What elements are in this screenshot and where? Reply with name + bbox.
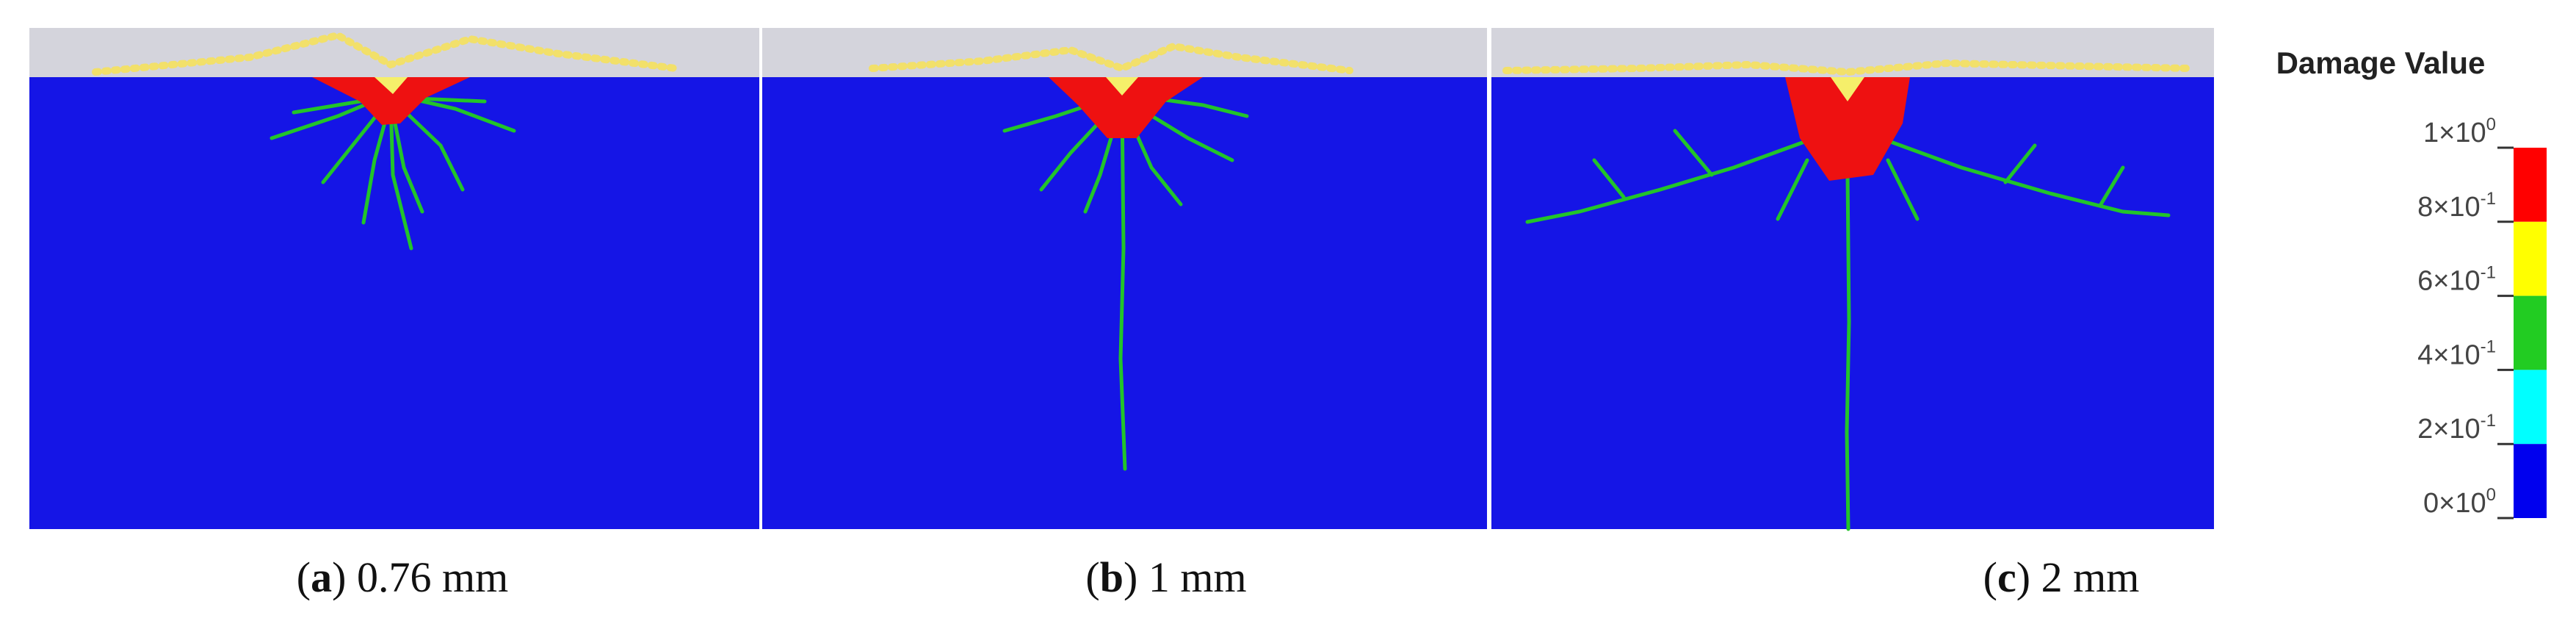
caption-a: (a) 0.76 mm — [297, 553, 508, 601]
caption-text: 1 mm — [1148, 553, 1247, 601]
tick-exponent: 0 — [2486, 485, 2496, 505]
panel-c-image — [1491, 28, 2214, 531]
cracks — [1525, 129, 2171, 531]
tick-exponent: -1 — [2481, 337, 2496, 356]
indenter-tip — [1831, 77, 1864, 101]
panel-label: a — [311, 553, 332, 601]
cracks — [269, 92, 516, 251]
tick-exponent: 0 — [2486, 115, 2496, 134]
panel-b-image — [762, 28, 1487, 529]
tick-exponent: -1 — [2481, 189, 2496, 209]
caption-part: ( — [1085, 553, 1099, 601]
caption-text: 0.76 mm — [357, 553, 508, 601]
tick-base: 0×10 — [2423, 488, 2486, 519]
tick-base: 1×10 — [2423, 118, 2486, 148]
tick-base: 6×10 — [2417, 266, 2481, 297]
colorbar-segment — [2514, 444, 2547, 518]
tick-exponent: -1 — [2481, 411, 2496, 431]
debris — [1502, 59, 2193, 76]
indenter-tip — [375, 77, 408, 94]
tick-base: 8×10 — [2417, 192, 2481, 223]
panel-label: b — [1100, 553, 1124, 601]
caption-text: 2 mm — [2041, 553, 2140, 601]
colorbar-segment — [2514, 221, 2547, 296]
tick-label: 2×10-1 — [2417, 411, 2496, 445]
damage-zone — [1049, 77, 1203, 138]
panel-a-image — [29, 28, 759, 529]
caption-part: ) — [332, 553, 346, 601]
caption-part: ( — [1983, 553, 1997, 601]
tick-label: 8×10-1 — [2417, 189, 2496, 223]
caption-part: ) — [2016, 553, 2030, 601]
colorbar-segment — [2514, 295, 2547, 370]
tick-label: 4×10-1 — [2417, 337, 2496, 370]
caption-part: ( — [297, 553, 311, 601]
tick-exponent: -1 — [2481, 263, 2496, 283]
tick-label: 0×100 — [2423, 485, 2496, 519]
damage-zone — [312, 77, 470, 125]
cracks — [1002, 92, 1249, 471]
colorbar-segment — [2514, 148, 2547, 222]
debris — [869, 42, 1353, 74]
debris — [92, 31, 679, 76]
tick-base: 2×10 — [2417, 414, 2481, 445]
panel-label: c — [1997, 553, 2016, 601]
tick-label: 1×100 — [2423, 115, 2496, 148]
caption-part: ) — [1124, 553, 1137, 601]
tick-base: 4×10 — [2417, 339, 2481, 370]
legend-title: Damage Value — [2276, 46, 2486, 80]
colorbar-segment — [2514, 370, 2547, 445]
caption-b: (b) 1 mm — [1085, 553, 1246, 601]
damage-zone — [1785, 77, 1910, 181]
indenter-tip — [1106, 77, 1138, 96]
caption-c: (c) 2 mm — [1983, 553, 2140, 601]
tick-label: 6×10-1 — [2417, 263, 2496, 297]
